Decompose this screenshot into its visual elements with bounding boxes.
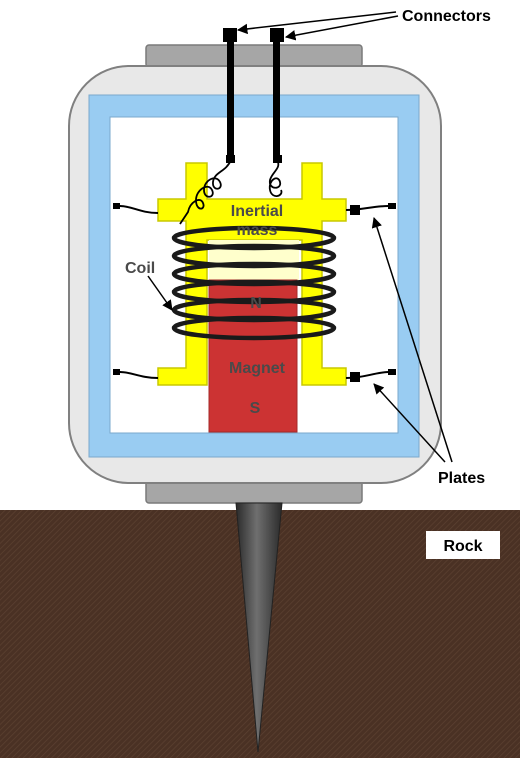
connector-wire-right — [273, 40, 280, 162]
connectors-arrow-left — [236, 11, 397, 35]
inertial-mass-label-line2: mass — [237, 222, 278, 239]
coil-lead-right-tip — [273, 155, 282, 163]
spring-bottom-right — [345, 369, 396, 382]
magnet-body — [208, 279, 298, 433]
plates-arrow-bottom — [373, 383, 446, 463]
top-cap — [145, 44, 363, 68]
rock-label: Rock — [443, 538, 482, 555]
connectors-label: Connectors — [402, 8, 491, 25]
magnet-label: Magnet — [229, 360, 286, 377]
coil-lead-left — [179, 159, 232, 225]
magnet-south-label: S — [250, 400, 261, 417]
ground-spike — [235, 502, 283, 753]
coil — [171, 225, 337, 341]
coil-lead-left-tip — [226, 155, 235, 163]
magnet-north-label: N — [250, 295, 262, 312]
coil-arrow — [147, 275, 173, 311]
connector-left — [223, 28, 237, 42]
bottom-cap — [145, 480, 363, 504]
rock-label-box — [426, 531, 500, 559]
plates-label: Plates — [438, 470, 485, 487]
connectors-arrow-right — [284, 15, 399, 41]
spring-bottom-left — [113, 369, 159, 379]
coil-label: Coil — [125, 260, 155, 277]
spring-top-right — [345, 203, 396, 215]
spring-top-left — [113, 203, 159, 214]
inertial-mass — [157, 162, 347, 386]
plates-arrow-top — [371, 216, 453, 463]
connector-right — [270, 28, 284, 42]
inertial-mass-label-line1: Inertial — [231, 203, 283, 220]
coil-lead-right — [268, 159, 283, 197]
connector-wire-left — [227, 40, 234, 162]
